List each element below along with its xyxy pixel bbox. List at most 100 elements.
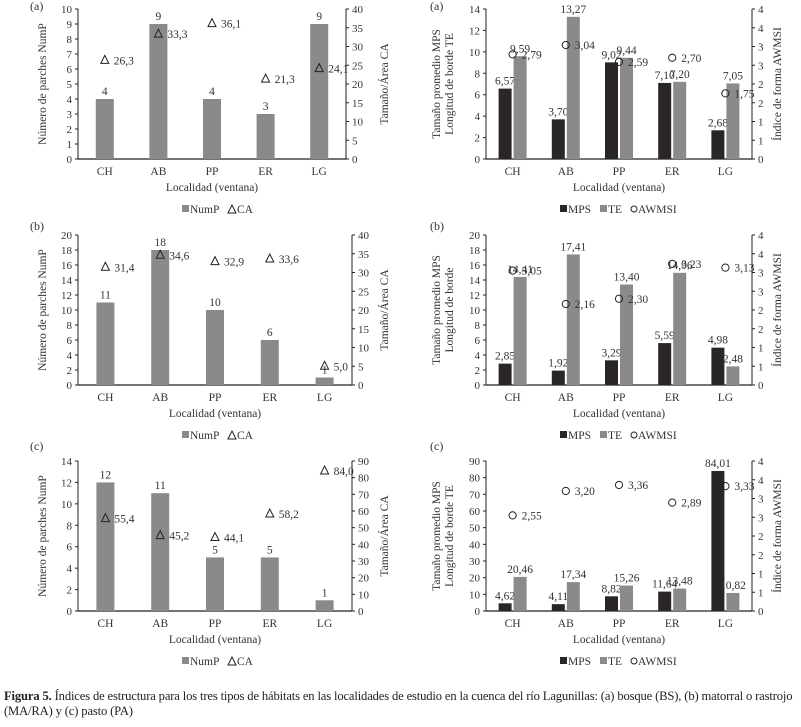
y-axis-title-left-line2: Longitud de borde TE [444, 33, 456, 135]
data-label-mps: 4,98 [708, 335, 728, 347]
bar-te [673, 81, 687, 159]
y-tick-label-left: 4 [67, 350, 73, 362]
bar-te [620, 57, 633, 159]
y-tick-label-right: 4 [758, 23, 764, 35]
bar-nump [315, 600, 334, 611]
data-label-ca: 5,0 [334, 361, 349, 373]
data-label-nump: 11 [155, 480, 166, 492]
y-axis-title-right: Tamaño/Área CA [377, 43, 391, 125]
legend-marker-awmsi [630, 657, 638, 665]
marker-awmsi [614, 480, 624, 490]
data-label-mps: 11,64 [652, 579, 678, 591]
y-tick-label-right: 40 [352, 4, 364, 16]
figure-caption: Figura 5. Índices de estructura para los… [4, 689, 800, 719]
data-label-awmsi: 2,70 [681, 53, 701, 65]
data-label-mps: 9,02 [601, 49, 621, 61]
y-tick-label-right: 10 [358, 589, 370, 601]
y-tick-label-right: 25 [352, 60, 364, 72]
y-tick-label-left: 50 [469, 523, 481, 535]
x-tick-label: ER [262, 392, 277, 404]
marker-ca [319, 464, 330, 475]
y-tick-label-left: 3 [67, 109, 73, 121]
marker-ca [207, 17, 217, 28]
data-label-awmsi: 2,16 [575, 299, 595, 311]
y-tick-label-left: 2 [475, 365, 481, 377]
data-label-awmsi: 2,30 [628, 294, 648, 306]
y-tick-label-left: 10 [61, 499, 73, 511]
data-label-ca: 44,1 [224, 533, 244, 545]
x-tick-label: ER [665, 166, 680, 178]
data-label-ca: 36,1 [221, 19, 241, 31]
bar-nump [96, 482, 115, 611]
legend-swatch-nump [182, 657, 189, 664]
data-label-te: 10,82 [720, 580, 746, 592]
y-tick-label-right: 4 [758, 456, 764, 468]
caption-text: Índices de estructura para los tres tipo… [4, 689, 793, 718]
marker-awmsi [668, 498, 677, 507]
y-tick-label-left: 30 [469, 556, 481, 568]
bar-nump [206, 557, 224, 611]
data-label-mps: 6,57 [495, 76, 515, 88]
marker-ca [264, 507, 275, 518]
bar-te [566, 254, 580, 385]
y-tick-label-left: 12 [469, 25, 480, 37]
y-tick-label-left: 40 [469, 539, 481, 551]
y-tick-label-left: 1 [67, 139, 73, 151]
marker-ca [155, 529, 166, 540]
data-label-te: 20,46 [507, 564, 533, 576]
x-tick-label: CH [97, 166, 113, 178]
y-tick-label-left: 0 [475, 606, 481, 618]
legend-label-nump: NumP [190, 656, 219, 668]
legend-label-te: TE [608, 656, 622, 668]
panel-label: (a) [430, 0, 443, 13]
bar-nump [206, 310, 224, 385]
y-tick-label-right: 1 [758, 361, 764, 373]
y-tick-label-left: 20 [469, 573, 481, 585]
data-label-nump: 9 [156, 11, 162, 23]
y-axis-title-right: Tamaño/Área CA [377, 269, 391, 351]
data-label-awmsi: 3,05 [522, 266, 542, 278]
data-label-te: 17,41 [560, 241, 586, 253]
x-tick-label: LG [317, 392, 332, 404]
y-tick-label-right: 5 [352, 135, 358, 147]
marker-awmsi [508, 266, 517, 275]
data-label-te: 17,34 [560, 569, 586, 581]
data-label-awmsi: 2,89 [681, 498, 701, 510]
y-tick-label-right: 0 [758, 154, 764, 166]
bar-nump [151, 493, 170, 611]
bar-te [513, 276, 527, 385]
panel-label: (a) [30, 0, 43, 13]
bar-te [673, 272, 687, 385]
bar-mps [658, 591, 672, 611]
marker-awmsi [561, 486, 570, 496]
y-tick-label-left: 6 [475, 90, 481, 102]
marker-awmsi [721, 482, 730, 491]
marker-ca [210, 255, 220, 266]
y-tick-label-right: 15 [352, 98, 364, 110]
bar-mps [711, 470, 725, 611]
legend-label-mps: MPS [568, 204, 591, 216]
marker-ca [210, 531, 220, 541]
y-tick-label-left: 8 [67, 520, 73, 532]
marker-ca [100, 512, 111, 523]
bar-nump [151, 250, 170, 385]
y-tick-label-left: 6 [67, 64, 73, 76]
data-label-ca: 58,2 [279, 509, 299, 521]
x-tick-label: LG [718, 618, 733, 630]
legend-swatch-nump [182, 431, 189, 438]
marker-ca [153, 28, 164, 38]
x-tick-label: AB [558, 618, 574, 630]
data-label-nump: 3 [263, 101, 269, 113]
marker-awmsi [508, 511, 517, 520]
data-label-ca: 24,1 [328, 64, 348, 76]
data-label-mps: 1,92 [548, 358, 568, 370]
x-tick-label: AB [150, 166, 166, 178]
bar-nump [96, 302, 115, 385]
x-axis-title: Localidad (ventana) [169, 634, 261, 646]
data-label-nump: 10 [209, 297, 221, 309]
y-tick-label-right: 1 [758, 117, 764, 129]
bar-te [513, 56, 527, 159]
y-tick-label-left: 0 [67, 380, 73, 392]
bar-mps [605, 360, 618, 385]
data-label-ca: 55,4 [114, 514, 134, 526]
